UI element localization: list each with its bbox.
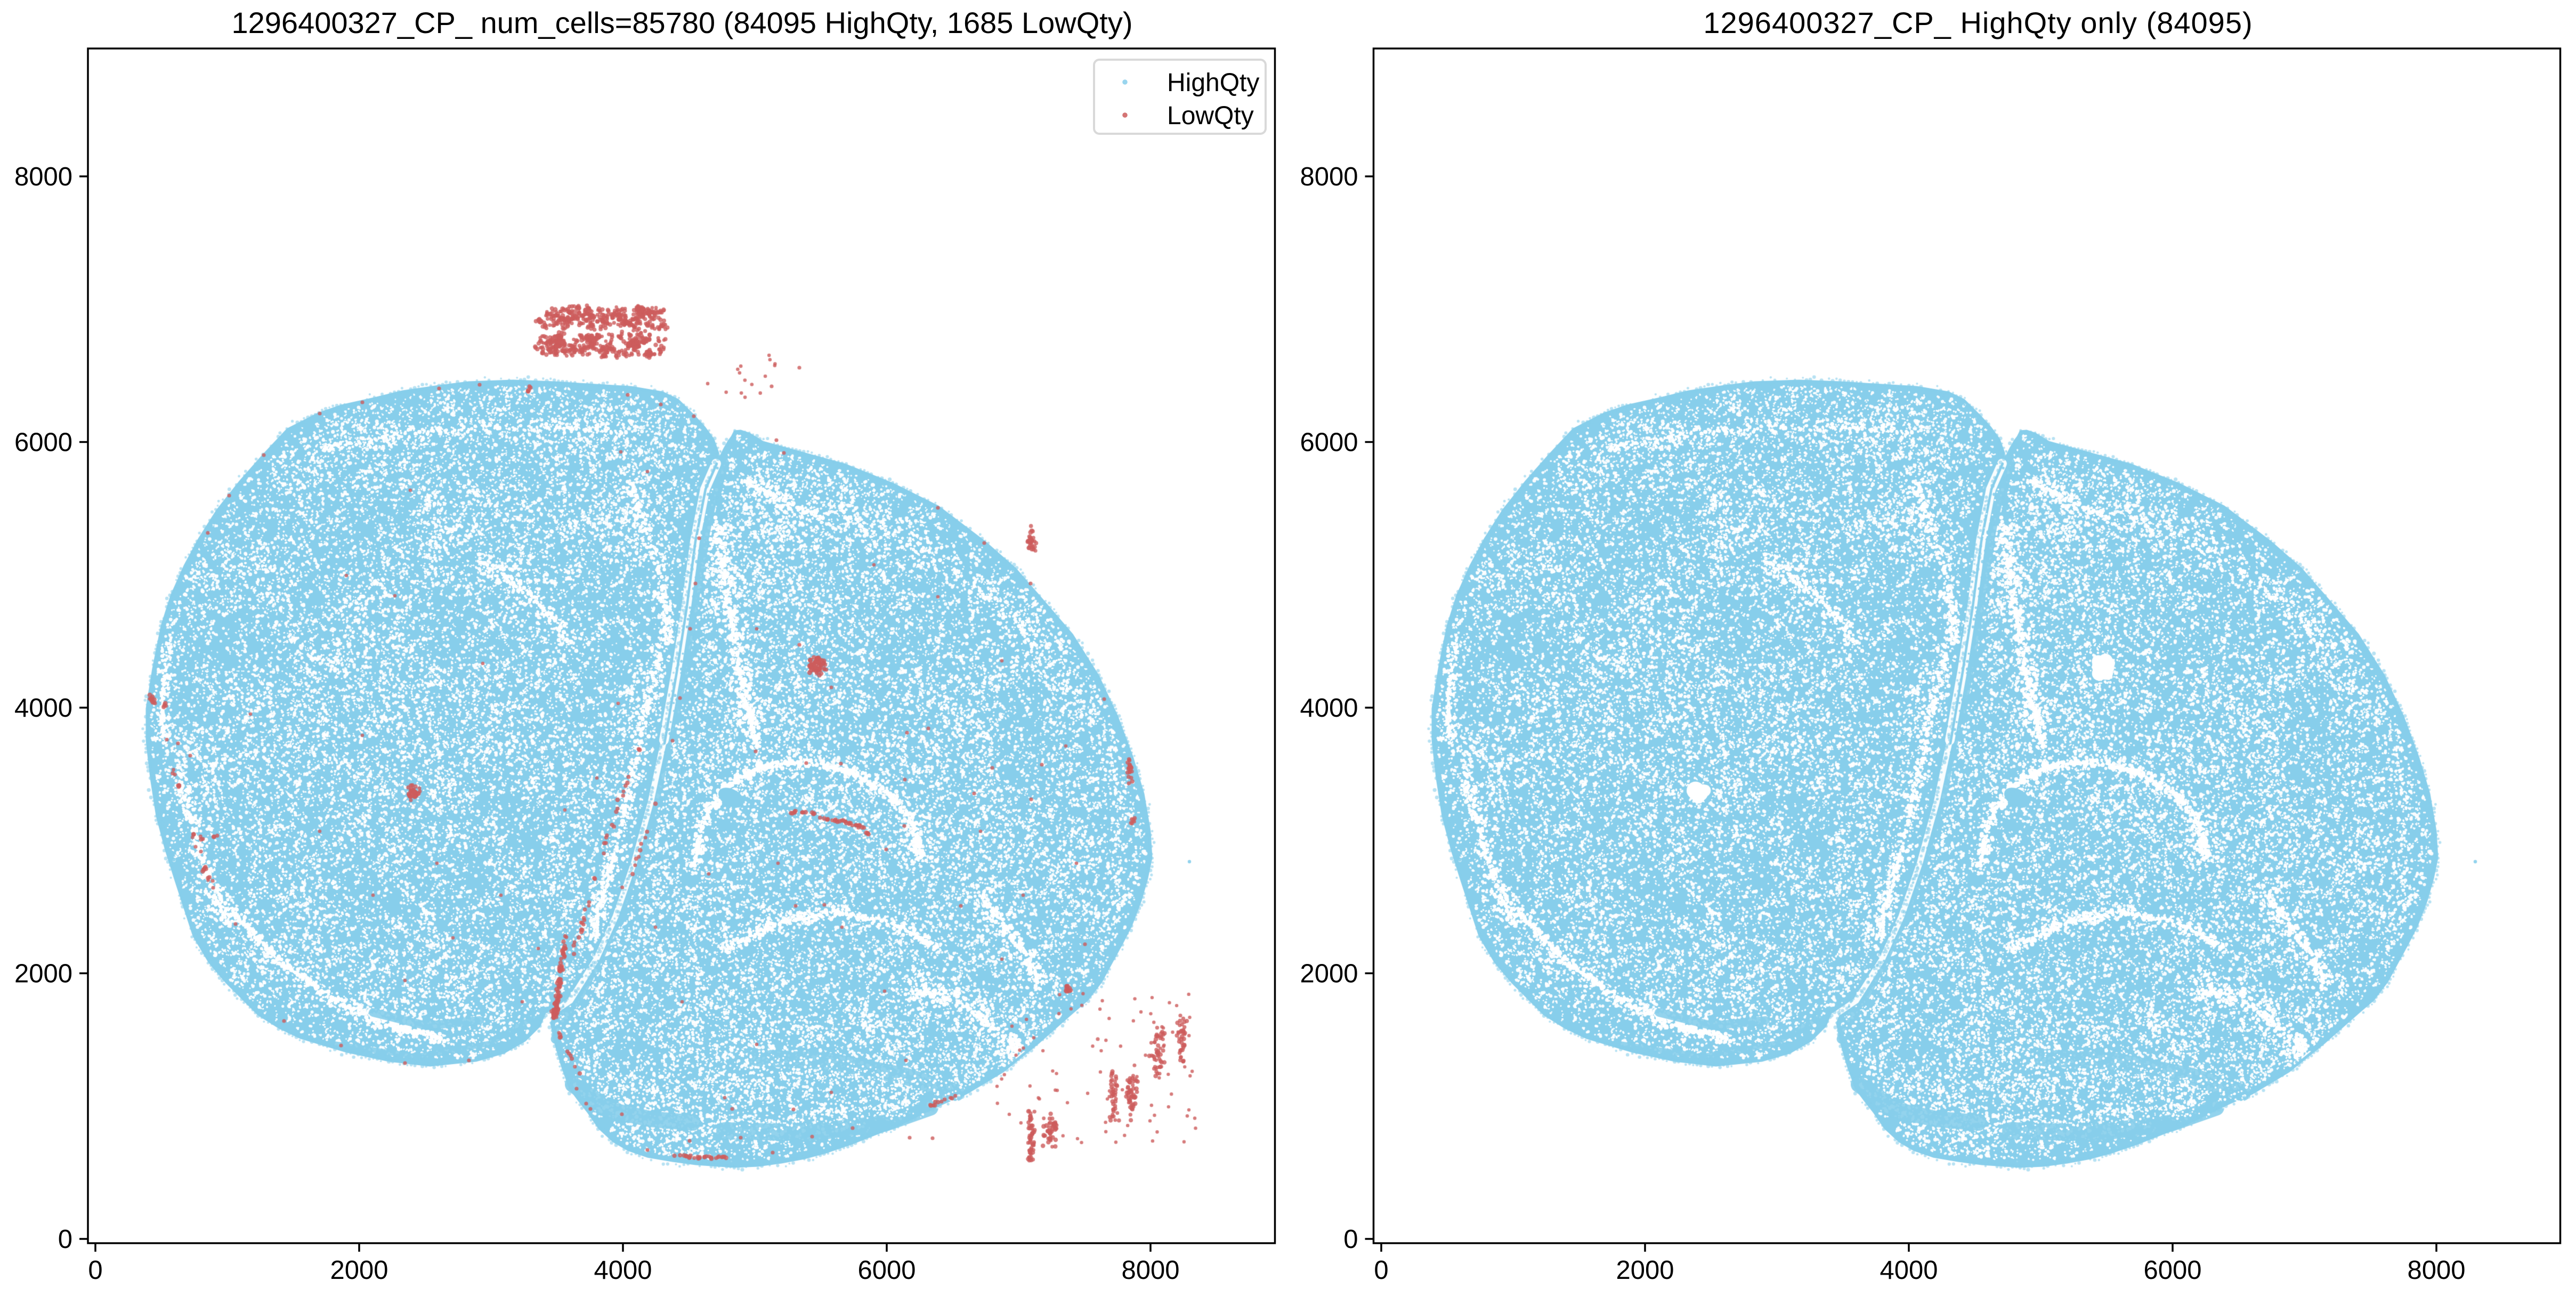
svg-text:2000: 2000 (1616, 1256, 1674, 1285)
svg-text:0: 0 (58, 1225, 72, 1254)
svg-text:1296400327_CP_ HighQty only (8: 1296400327_CP_ HighQty only (84095) (1703, 6, 2253, 39)
svg-text:0: 0 (1374, 1256, 1388, 1285)
svg-text:HighQty: HighQty (1167, 69, 1259, 97)
svg-text:8000: 8000 (1300, 163, 1358, 191)
svg-text:6000: 6000 (857, 1256, 916, 1285)
svg-text:LowQty: LowQty (1167, 102, 1254, 130)
svg-text:4000: 4000 (14, 694, 72, 723)
svg-text:6000: 6000 (1300, 428, 1358, 457)
svg-text:8000: 8000 (2407, 1256, 2465, 1285)
svg-text:6000: 6000 (2143, 1256, 2201, 1285)
svg-text:1296400327_CP_ num_cells=85780: 1296400327_CP_ num_cells=85780 (84095 Hi… (232, 6, 1133, 39)
svg-text:0: 0 (88, 1256, 102, 1285)
svg-text:2000: 2000 (330, 1256, 388, 1285)
svg-text:4000: 4000 (594, 1256, 652, 1285)
svg-text:8000: 8000 (1121, 1256, 1179, 1285)
svg-text:6000: 6000 (14, 428, 72, 457)
svg-text:4000: 4000 (1880, 1256, 1938, 1285)
svg-text:0: 0 (1343, 1225, 1358, 1254)
svg-text:8000: 8000 (14, 163, 72, 191)
svg-text:2000: 2000 (14, 960, 72, 988)
svg-text:2000: 2000 (1300, 960, 1358, 988)
svg-text:4000: 4000 (1300, 694, 1358, 723)
